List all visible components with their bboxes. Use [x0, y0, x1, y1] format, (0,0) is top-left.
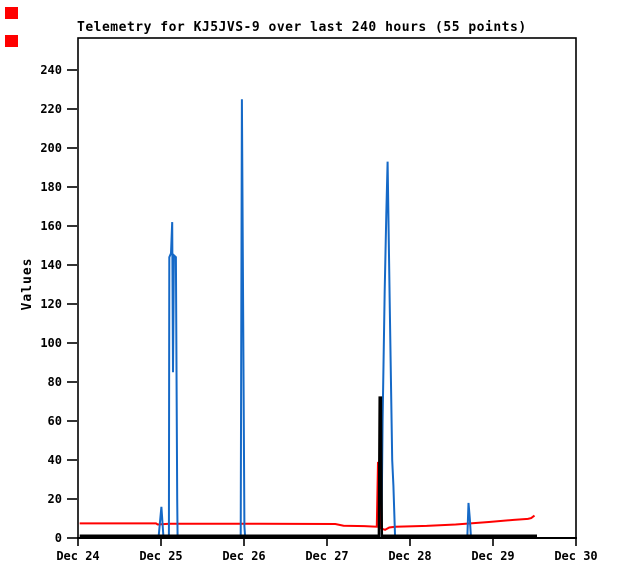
red-marker-bottom: [5, 35, 18, 47]
y-axis-tick-label: 80: [48, 375, 62, 389]
y-axis-tick-label: 40: [48, 453, 62, 467]
series-red-line: [79, 461, 536, 531]
y-axis-tick-label: 140: [40, 258, 62, 272]
x-axis-tick-label: Dec 29: [471, 549, 514, 563]
series-layer: [79, 99, 537, 539]
x-axis-tick-label: Dec 24: [56, 549, 99, 563]
plot-border: [77, 37, 577, 539]
red-marker-top: [5, 7, 18, 19]
x-axis-tick-label: Dec 30: [554, 549, 597, 563]
x-axis-tick-label: Dec 27: [305, 549, 348, 563]
x-axis-tick-label: Dec 25: [139, 549, 182, 563]
x-axis-tick-label: Dec 28: [388, 549, 431, 563]
series-black-line: [79, 396, 537, 537]
y-axis-tick-label: 60: [48, 414, 62, 428]
marker-layer: [5, 7, 18, 47]
x-axis-tick-label: Dec 26: [222, 549, 265, 563]
y-axis-tick-label: 160: [40, 219, 62, 233]
chart-title: Telemetry for KJ5JVS-9 over last 240 hou…: [77, 20, 527, 35]
y-axis-tick-label: 120: [40, 297, 62, 311]
y-axis-tick-label: 180: [40, 180, 62, 194]
series-blue-line: [79, 99, 537, 539]
axes-layer: 0 20 40 60 80 100 120 140 160 180 200 220 240 Dec 24 D…: [40, 37, 598, 563]
y-axis-label: Values: [20, 258, 35, 311]
y-axis-tick-label: 220: [40, 102, 62, 116]
y-axis-tick-label: 240: [40, 63, 62, 77]
y-axis-tick-label: 200: [40, 141, 62, 155]
y-axis-tick-label: 20: [48, 492, 62, 506]
y-axis-tick-label: 100: [40, 336, 62, 350]
y-axis-tick-label: 0: [55, 531, 62, 545]
